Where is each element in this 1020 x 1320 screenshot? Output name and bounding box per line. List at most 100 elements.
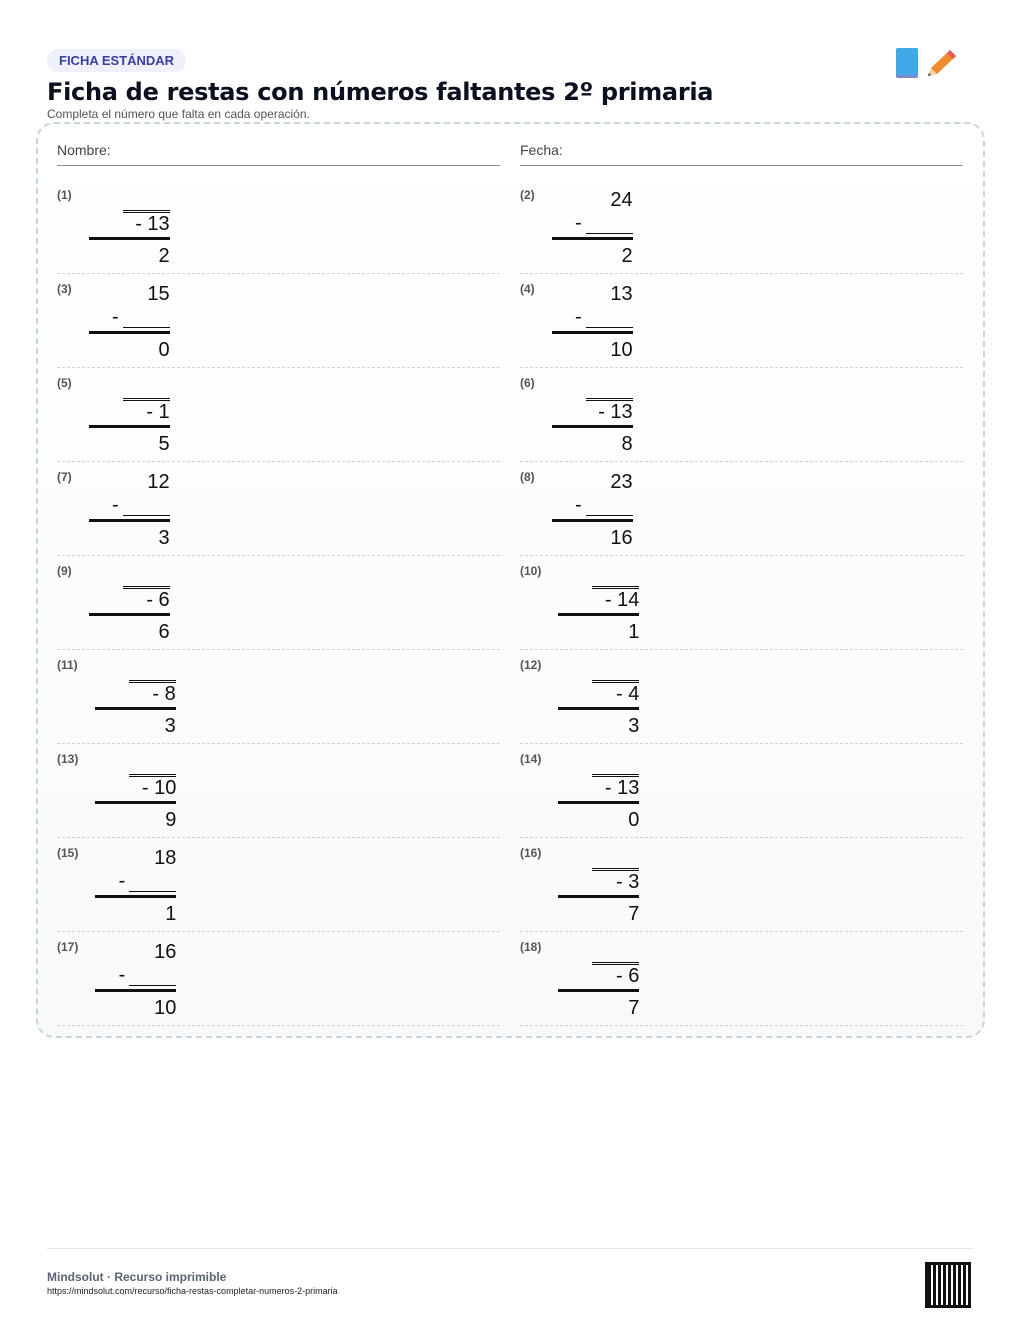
answer-blank[interactable] <box>585 377 633 399</box>
subtrahend: - 6 <box>122 588 170 611</box>
result-rule <box>558 801 640 804</box>
subtrahend-value: 4 <box>628 683 640 705</box>
answer-blank[interactable] <box>585 503 633 516</box>
minuend: 18 <box>154 847 177 869</box>
difference: 9 <box>165 809 177 831</box>
answer-blank[interactable] <box>585 221 633 234</box>
subtrahend-value: 13 <box>147 213 170 235</box>
subtrahend-value: 13 <box>610 401 633 423</box>
subtraction: - 8 3 <box>94 658 176 743</box>
problem-grid: (1) - 13 2 (2) 24-2 (3) 15-0 (4) 13-10 (5) - … <box>57 180 963 1026</box>
subtrahend: - 13 <box>585 400 633 423</box>
answer-blank[interactable] <box>585 315 633 328</box>
page-title: Ficha de restas con números faltantes 2º… <box>47 78 714 106</box>
problem-label: (1) <box>57 188 72 202</box>
problem-item: (10) - 14 1 <box>520 556 963 650</box>
result-rule <box>94 707 176 710</box>
problem-item: (16) - 3 7 <box>520 838 963 932</box>
answer-blank[interactable] <box>122 503 170 516</box>
footer-brand: Mindsolut · Recurso imprimible <box>47 1270 227 1284</box>
subtrahend: - 14 <box>592 588 640 611</box>
subtraction: - 4 3 <box>558 658 640 743</box>
answer-blank[interactable] <box>122 315 170 328</box>
result-rule <box>88 613 170 616</box>
problem-item: (11) - 8 3 <box>57 650 500 744</box>
problem-item: (6) - 13 8 <box>520 368 963 462</box>
date-label: Fecha: <box>520 142 563 158</box>
problem-label: (18) <box>520 940 542 954</box>
problem-item: (8) 23 - 16 <box>520 462 963 556</box>
subtraction: 16 - 10 <box>95 940 177 1025</box>
problem-item: (2) 24 - 2 <box>520 180 963 274</box>
result-rule <box>88 237 170 240</box>
problem-label: (5) <box>57 376 72 390</box>
difference: 10 <box>154 997 177 1019</box>
minuend: 15 <box>147 283 170 305</box>
difference: 2 <box>621 245 633 267</box>
subtraction: - 13 0 <box>558 752 640 837</box>
subtrahend: - 4 <box>592 682 640 705</box>
subtrahend: - 1 <box>122 400 170 423</box>
result-rule <box>558 989 640 992</box>
minuend: 13 <box>610 283 633 305</box>
difference: 1 <box>628 621 640 643</box>
answer-blank[interactable] <box>592 847 640 869</box>
answer-blank[interactable] <box>592 659 640 681</box>
footer-url[interactable]: https://mindsolut.com/recurso/ficha-rest… <box>47 1286 338 1296</box>
answer-blank[interactable] <box>128 659 176 681</box>
problem-label: (11) <box>57 658 78 672</box>
minus-sign: - <box>575 306 582 328</box>
result-rule <box>95 895 177 898</box>
minus-sign: - <box>575 212 582 234</box>
problem-label: (10) <box>520 564 542 578</box>
answer-blank[interactable] <box>129 753 177 775</box>
subtraction: 12 - 3 <box>88 470 170 555</box>
name-field[interactable]: Nombre: <box>57 142 500 166</box>
problem-label: (16) <box>520 846 542 860</box>
problem-label: (15) <box>57 846 79 860</box>
answer-blank[interactable] <box>122 565 170 587</box>
result-rule <box>88 519 170 522</box>
subtraction: 13 - 10 <box>551 282 633 367</box>
difference: 16 <box>610 527 633 549</box>
subtraction: 24 - 2 <box>551 188 633 273</box>
answer-blank[interactable] <box>129 973 177 986</box>
header-icons <box>896 48 958 78</box>
result-rule <box>558 707 640 710</box>
answer-blank[interactable] <box>122 189 170 211</box>
problem-label: (9) <box>57 564 72 578</box>
result-rule <box>95 989 177 992</box>
subtraction: - 6 7 <box>558 940 640 1025</box>
subtraction: 23 - 16 <box>551 470 633 555</box>
difference: 8 <box>621 433 633 455</box>
answer-blank[interactable] <box>592 565 640 587</box>
date-field[interactable]: Fecha: <box>520 142 963 166</box>
problem-item: (14) - 13 0 <box>520 744 963 838</box>
subtraction: - 10 9 <box>95 752 177 837</box>
problem-item: (4) 13 - 10 <box>520 274 963 368</box>
problem-item: (18) - 6 7 <box>520 932 963 1026</box>
qr-code <box>925 1262 971 1308</box>
difference: 6 <box>158 621 170 643</box>
subtraction: - 13 2 <box>88 188 170 273</box>
difference: 3 <box>158 527 170 549</box>
pencil-icon <box>928 50 956 76</box>
subtraction: - 14 1 <box>558 564 640 649</box>
difference: 1 <box>165 903 177 925</box>
subtrahend-value: 3 <box>628 871 640 893</box>
answer-blank[interactable] <box>129 879 177 892</box>
problem-label: (8) <box>520 470 535 484</box>
answer-blank[interactable] <box>122 377 170 399</box>
subtrahend-value: 14 <box>617 589 640 611</box>
problem-item: (13) - 10 9 <box>57 744 500 838</box>
minus-sign: - <box>118 964 126 986</box>
difference: 7 <box>628 903 640 925</box>
difference: 0 <box>628 809 640 831</box>
result-rule <box>551 519 633 522</box>
problem-item: (1) - 13 2 <box>57 180 500 274</box>
answer-blank[interactable] <box>592 753 640 775</box>
subtraction: - 13 8 <box>551 376 633 461</box>
difference: 10 <box>610 339 633 361</box>
answer-blank[interactable] <box>592 941 640 963</box>
